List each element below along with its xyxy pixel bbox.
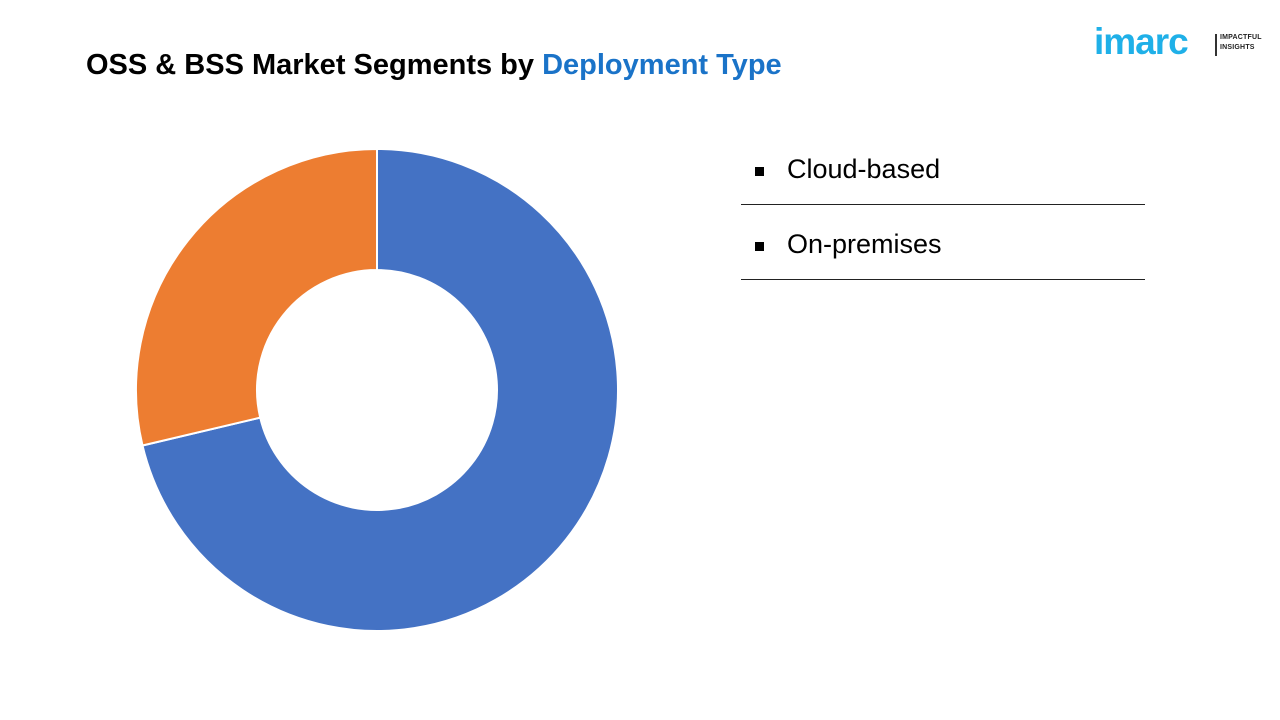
legend-label: Cloud-based <box>787 154 941 184</box>
legend-bullet-icon <box>755 167 764 176</box>
chart-legend: Cloud-based On-premises <box>741 140 1145 290</box>
logo-tagline-line-1: IMPACTFUL <box>1220 34 1262 41</box>
logo-tagline: IMPACTFUL INSIGHTS <box>1220 33 1262 53</box>
logo-separator <box>1215 34 1217 56</box>
legend-item-cloud-based: Cloud-based <box>741 140 1145 205</box>
page-title: OSS & BSS Market Segments by Deployment … <box>86 49 782 82</box>
title-accent: Deployment Type <box>542 49 782 81</box>
legend-label: On-premises <box>787 229 942 259</box>
title-prefix: OSS & BSS Market Segments by <box>86 49 543 81</box>
logo-wordmark: imarc <box>1094 21 1189 62</box>
donut-slice-cloud-based <box>141 147 619 632</box>
legend-bullet-icon <box>755 242 764 251</box>
imarc-logo: imarc IMPACTFUL INSIGHTS <box>1094 14 1270 64</box>
logo-tagline-line-2: INSIGHTS <box>1220 44 1255 51</box>
donut-chart <box>135 147 619 632</box>
donut-slice-on-premises <box>135 147 378 447</box>
legend-item-on-premises: On-premises <box>741 215 1145 280</box>
